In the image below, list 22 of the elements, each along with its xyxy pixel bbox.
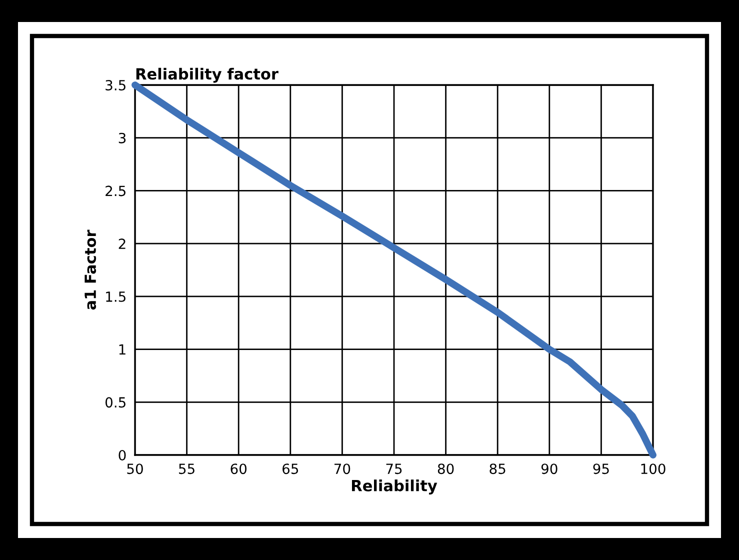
y-tick-label: 0.5 — [105, 397, 126, 408]
y-tick-label: 0 — [118, 450, 126, 460]
x-tick-label: 85 — [490, 464, 506, 474]
y-tick-label: 2 — [118, 238, 126, 249]
x-tick-label: 95 — [593, 464, 609, 474]
chart-title: Reliability factor — [136, 68, 278, 83]
x-axis-title: Reliability — [352, 480, 438, 494]
x-tick-label: 50 — [127, 464, 143, 474]
y-axis-title: a1 Factor — [84, 230, 96, 310]
x-tick-label: 80 — [438, 464, 454, 474]
x-tick-label: 60 — [230, 464, 247, 474]
y-tick-label: 3.5 — [106, 80, 126, 90]
y-tick-label: 1.5 — [106, 292, 126, 302]
y-tick-label: 2.5 — [106, 186, 126, 196]
x-tick-label: 70 — [334, 464, 350, 474]
x-tick-label: 100 — [641, 464, 666, 474]
x-tick-label: 90 — [541, 464, 558, 474]
y-tick-label: 3 — [118, 132, 126, 144]
x-tick-label: 55 — [179, 464, 194, 474]
y-tick-label: 1 — [119, 344, 126, 355]
x-tick-label: 65 — [282, 464, 298, 474]
x-tick-label: 75 — [386, 464, 402, 474]
